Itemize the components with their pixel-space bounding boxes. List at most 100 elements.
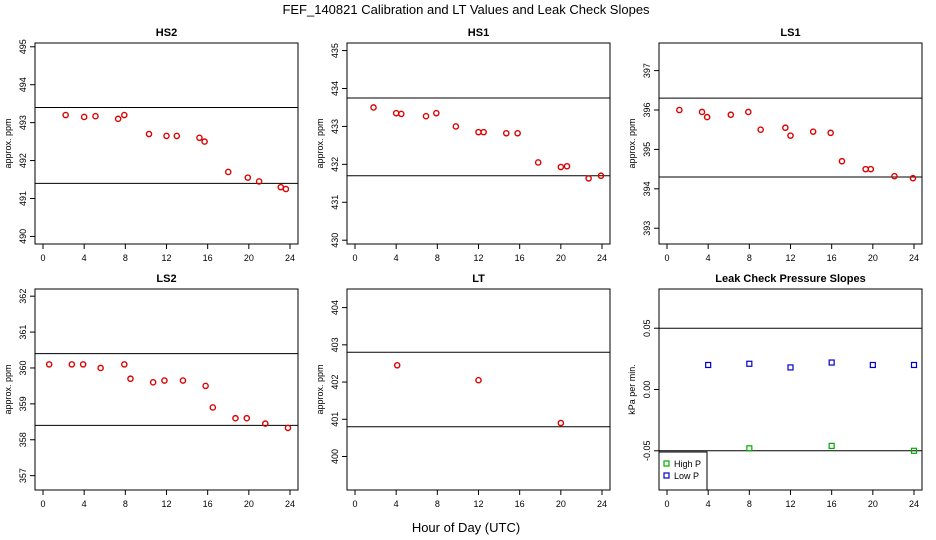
x-tick-label: 20	[868, 499, 878, 509]
data-point	[145, 130, 153, 138]
y-tick-label: 431	[330, 195, 340, 210]
panel-title: LS2	[156, 273, 176, 285]
x-axis-label: Hour of Day (UTC)	[412, 520, 520, 535]
data-point-low-p	[910, 361, 918, 369]
x-tick-label: 0	[40, 499, 45, 509]
data-point	[698, 108, 706, 116]
x-tick-label: 0	[664, 499, 669, 509]
x-tick-label: 16	[203, 253, 213, 263]
data-point	[114, 115, 122, 123]
y-tick-label: 358	[18, 432, 28, 447]
legend-swatch	[663, 472, 670, 479]
data-point	[422, 112, 430, 120]
data-point	[209, 404, 217, 411]
y-tick-label: 402	[330, 375, 340, 390]
data-point	[121, 111, 128, 119]
data-point	[676, 106, 683, 114]
x-tick-label: 0	[664, 253, 669, 263]
data-point	[201, 138, 208, 145]
data-point	[80, 113, 88, 121]
panel-3: LS1 0 4 8 12 16 20 24 393 394 395 396 397 approx. ppm	[627, 27, 923, 263]
x-tick-label: 8	[747, 253, 752, 263]
data-point	[68, 361, 76, 368]
data-point-high-p	[828, 442, 835, 449]
data-point	[452, 123, 460, 130]
data-point	[563, 162, 571, 170]
y-tick-label: 396	[642, 102, 652, 117]
data-point-low-p	[828, 359, 835, 366]
x-tick-label: 8	[435, 499, 440, 509]
x-tick-label: 24	[909, 499, 919, 509]
y-tick-label: 433	[330, 119, 340, 134]
x-tick-label: 16	[203, 499, 213, 509]
y-axis-label: approx. ppm	[3, 118, 13, 168]
y-tick-label: 434	[330, 81, 340, 96]
data-point	[392, 109, 400, 117]
x-tick-label: 4	[82, 253, 87, 263]
legend-swatch	[663, 460, 670, 467]
data-point	[557, 419, 565, 427]
data-point	[282, 185, 290, 193]
y-tick-label: 430	[330, 233, 340, 248]
data-point	[809, 128, 817, 135]
x-tick-label: 0	[40, 253, 45, 263]
data-point	[787, 132, 794, 139]
data-point	[121, 361, 128, 368]
x-tick-label: 20	[244, 499, 254, 509]
data-point	[277, 183, 285, 191]
x-tick-label: 12	[785, 253, 795, 263]
y-tick-label: 495	[18, 39, 28, 54]
y-axis-label: approx. ppm	[315, 118, 325, 168]
panel-title: LS1	[780, 27, 800, 39]
data-point	[163, 132, 170, 140]
x-tick-label: 20	[556, 253, 566, 263]
x-tick-label: 12	[473, 253, 483, 263]
legend-label: Low P	[674, 471, 699, 481]
y-tick-label: 492	[18, 153, 28, 168]
data-point	[45, 361, 53, 368]
data-point	[398, 110, 405, 118]
data-point	[393, 362, 401, 369]
y-axis-label: approx. ppm	[627, 118, 637, 168]
data-point	[127, 375, 134, 383]
x-tick-label: 24	[285, 253, 295, 263]
x-tick-label: 16	[827, 253, 837, 263]
data-point	[173, 132, 181, 140]
data-point	[79, 361, 87, 368]
data-point	[909, 174, 917, 182]
x-tick-label: 20	[556, 499, 566, 509]
x-tick-label: 24	[909, 253, 919, 263]
data-point-high-p	[910, 447, 918, 454]
data-point	[585, 175, 592, 182]
data-point	[745, 108, 752, 116]
plot-frame	[346, 42, 611, 245]
panel-title: HS1	[468, 27, 489, 39]
y-tick-label: 360	[18, 360, 28, 375]
panel-title: Leak Check Pressure Slopes	[715, 273, 865, 285]
figure-title: FEF_140821 Calibration and LT Values and…	[282, 2, 650, 17]
x-tick-label: 16	[827, 499, 837, 509]
data-point	[534, 159, 542, 166]
y-tick-label: 357	[18, 468, 28, 483]
data-point	[179, 377, 187, 384]
y-tick-label: 0.05	[642, 319, 652, 337]
data-point-low-p	[705, 361, 712, 369]
data-point	[475, 376, 482, 384]
x-tick-label: 8	[435, 253, 440, 263]
data-point	[557, 163, 565, 171]
y-axis-label: approx. ppm	[3, 364, 13, 414]
legend-label: High P	[674, 459, 701, 469]
y-tick-label: 494	[18, 77, 28, 92]
x-tick-label: 8	[123, 253, 128, 263]
x-tick-label: 24	[597, 253, 607, 263]
data-point	[502, 129, 510, 137]
panel-6: Leak Check Pressure Slopes 0 4 8 12 16 20 24 -0.…	[627, 273, 923, 509]
data-point	[827, 129, 834, 137]
data-point	[433, 109, 440, 117]
x-tick-label: 24	[597, 499, 607, 509]
panel-title: LT	[472, 273, 485, 285]
y-tick-label: 400	[330, 449, 340, 464]
plot-frame	[658, 42, 923, 245]
data-point	[284, 424, 292, 432]
